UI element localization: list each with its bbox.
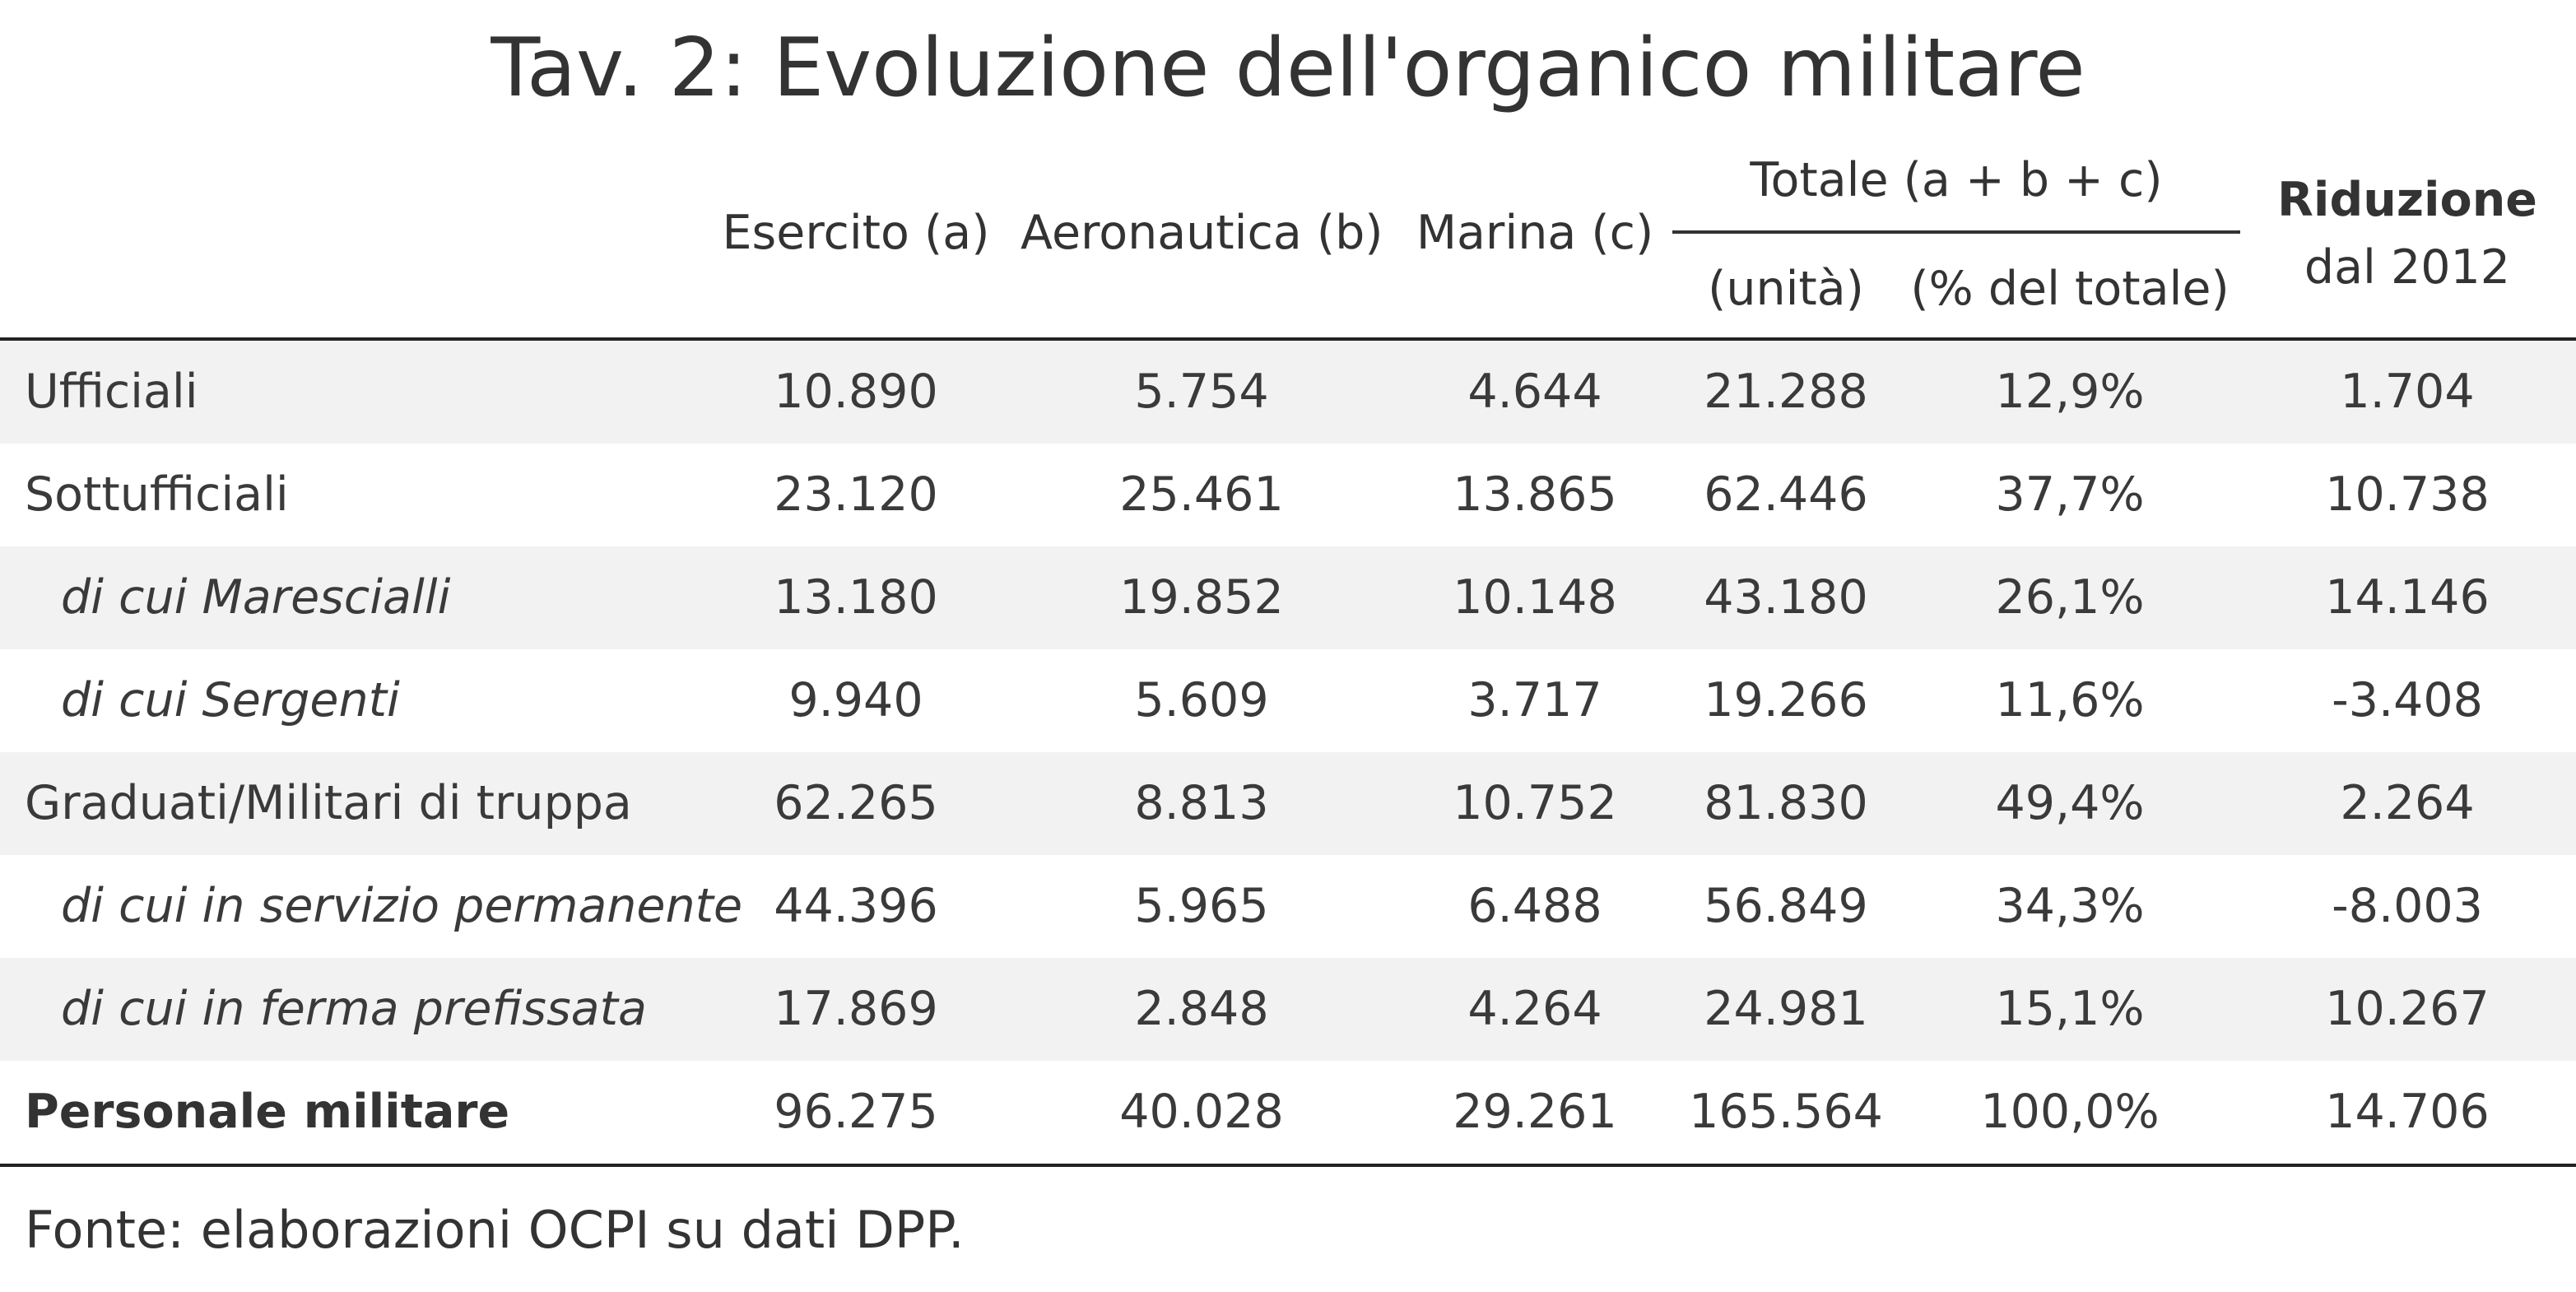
cell-totale-unita: 21.288 <box>1704 365 1868 419</box>
row-label: Sottufficiali <box>25 467 289 522</box>
cell-totale-percentuale: 34,3% <box>1995 879 2145 933</box>
cell-riduzione: 1.704 <box>2340 365 2475 419</box>
cell-riduzione: 2.264 <box>2340 776 2475 830</box>
cell-esercito: 23.120 <box>774 467 938 522</box>
source-note: Fonte: elaborazioni OCPI su dati DPP. <box>25 1200 965 1260</box>
cell-marina: 6.488 <box>1467 879 1602 933</box>
cell-totale-unita: 165.564 <box>1689 1085 1883 1139</box>
cell-riduzione: -3.408 <box>2332 673 2483 727</box>
table-title: Tav. 2: Evoluzione dell'organico militar… <box>491 21 2085 115</box>
cell-esercito: 10.890 <box>774 365 938 419</box>
column-header-percentuale: (% del totale) <box>1910 262 2230 316</box>
column-header-riduzione-line1: Riduzione <box>2277 173 2537 227</box>
column-header-unita: (unità) <box>1708 262 1864 316</box>
column-group-rule <box>1672 230 2240 234</box>
cell-esercito: 9.940 <box>788 673 923 727</box>
cell-esercito: 17.869 <box>774 982 938 1036</box>
cell-esercito: 13.180 <box>774 570 938 625</box>
column-group-header-totale: Totale (a + b + c) <box>1750 153 2163 207</box>
table-row: Graduati/Militari di truppa 62.265 8.813 10… <box>0 752 2576 855</box>
cell-aeronautica: 25.461 <box>1119 467 1284 522</box>
cell-aeronautica: 8.813 <box>1134 776 1269 830</box>
cell-marina: 3.717 <box>1467 673 1602 727</box>
cell-riduzione: 10.267 <box>2325 982 2490 1036</box>
cell-riduzione: -8.003 <box>2332 879 2483 933</box>
cell-marina: 29.261 <box>1453 1085 1617 1139</box>
cell-aeronautica: 5.609 <box>1134 673 1269 727</box>
column-header-esercito: Esercito (a) <box>722 206 990 260</box>
row-label: di cui Marescialli <box>61 570 451 625</box>
cell-totale-percentuale: 11,6% <box>1995 673 2145 727</box>
cell-aeronautica: 5.965 <box>1134 879 1269 933</box>
table-row: Ufficiali 10.890 5.754 4.644 21.288 12,9% 1.70… <box>0 341 2576 444</box>
row-label: di cui in ferma prefissata <box>61 982 647 1036</box>
cell-totale-percentuale: 49,4% <box>1995 776 2145 830</box>
cell-totale-percentuale: 37,7% <box>1995 467 2145 522</box>
table-row: Personale militare 96.275 40.028 29.261 165.… <box>0 1061 2576 1164</box>
row-label: Graduati/Militari di truppa <box>25 776 632 830</box>
cell-marina: 13.865 <box>1453 467 1617 522</box>
row-label: di cui in servizio permanente <box>61 879 743 933</box>
cell-aeronautica: 19.852 <box>1119 570 1284 625</box>
column-header-aeronautica: Aeronautica (b) <box>1021 206 1383 260</box>
row-label: di cui Sergenti <box>61 673 400 727</box>
table-row: Sottufficiali 23.120 25.461 13.865 62.446 37,… <box>0 444 2576 546</box>
cell-totale-unita: 62.446 <box>1704 467 1868 522</box>
column-header-riduzione-line2: dal 2012 <box>2304 240 2511 295</box>
cell-totale-unita: 43.180 <box>1704 570 1868 625</box>
cell-aeronautica: 2.848 <box>1134 982 1269 1036</box>
row-label: Ufficiali <box>25 365 198 419</box>
table-row: di cui Marescialli 13.180 19.852 10.148 43.1… <box>0 546 2576 649</box>
table-row: di cui Sergenti 9.940 5.609 3.717 19.266 11,6… <box>0 649 2576 752</box>
cell-totale-percentuale: 26,1% <box>1995 570 2145 625</box>
cell-esercito: 44.396 <box>774 879 938 933</box>
cell-esercito: 62.265 <box>774 776 938 830</box>
table-row: di cui in ferma prefissata 17.869 2.848 4.2… <box>0 958 2576 1061</box>
header-rule <box>0 337 2576 341</box>
row-label: Personale militare <box>25 1085 510 1139</box>
bottom-rule <box>0 1164 2576 1167</box>
cell-aeronautica: 40.028 <box>1119 1085 1284 1139</box>
table-row: di cui in servizio permanente 44.396 5.965… <box>0 855 2576 958</box>
cell-marina: 10.148 <box>1453 570 1617 625</box>
table-body: Ufficiali 10.890 5.754 4.644 21.288 12,9% 1.70… <box>0 341 2576 1164</box>
cell-aeronautica: 5.754 <box>1134 365 1269 419</box>
cell-totale-unita: 24.981 <box>1704 982 1868 1036</box>
cell-totale-percentuale: 15,1% <box>1995 982 2145 1036</box>
cell-totale-unita: 56.849 <box>1704 879 1868 933</box>
cell-riduzione: 14.146 <box>2325 570 2490 625</box>
cell-riduzione: 14.706 <box>2325 1085 2490 1139</box>
cell-marina: 10.752 <box>1453 776 1617 830</box>
cell-esercito: 96.275 <box>774 1085 938 1139</box>
cell-totale-unita: 19.266 <box>1704 673 1868 727</box>
cell-totale-percentuale: 12,9% <box>1995 365 2145 419</box>
cell-totale-percentuale: 100,0% <box>1980 1085 2160 1139</box>
column-header-marina: Marina (c) <box>1416 206 1654 260</box>
cell-marina: 4.644 <box>1467 365 1602 419</box>
cell-marina: 4.264 <box>1467 982 1602 1036</box>
cell-riduzione: 10.738 <box>2325 467 2490 522</box>
cell-totale-unita: 81.830 <box>1704 776 1868 830</box>
